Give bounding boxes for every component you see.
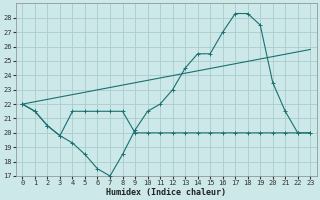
X-axis label: Humidex (Indice chaleur): Humidex (Indice chaleur) (106, 188, 226, 197)
